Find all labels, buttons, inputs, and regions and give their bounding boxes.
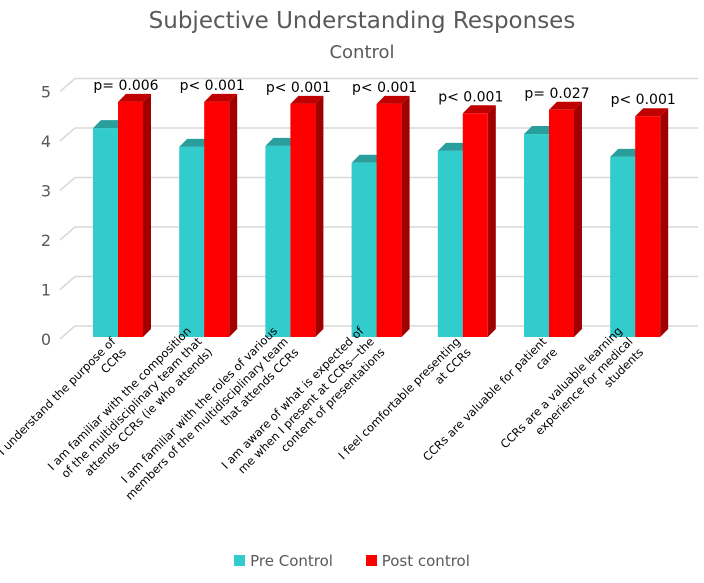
bar-top-post-5 xyxy=(549,101,582,110)
bar-side-post-0 xyxy=(143,93,151,337)
bar-top-post-1 xyxy=(204,93,238,102)
bar-post-3 xyxy=(376,103,402,337)
bar-top-post-4 xyxy=(462,105,496,114)
bar-pre-2 xyxy=(265,145,291,337)
legend-item-pre: Pre Control xyxy=(234,552,333,570)
legend-label-post: Post control xyxy=(381,552,470,570)
bar-pre-6 xyxy=(610,156,636,337)
gridline-side-3 xyxy=(59,176,76,192)
p-value-label: p< 0.001 xyxy=(352,80,417,96)
y-tick-label: 2 xyxy=(41,231,51,250)
p-value-label: p= 0.006 xyxy=(93,78,158,94)
bar-side-post-3 xyxy=(401,95,410,337)
y-tick-label: 3 xyxy=(41,182,51,201)
bar-top-post-6 xyxy=(635,108,669,117)
bar-top-post-0 xyxy=(118,93,151,102)
bar-post-0 xyxy=(118,101,143,337)
bar-post-2 xyxy=(290,103,316,337)
bar-side-post-5 xyxy=(574,101,582,337)
legend-swatch-pre xyxy=(234,555,246,566)
bar-top-pre-6 xyxy=(610,148,644,157)
chart-subtitle: Control xyxy=(329,42,395,63)
bar-side-post-2 xyxy=(315,95,324,337)
bar-pre-5 xyxy=(524,134,549,337)
bar-top-pre-1 xyxy=(179,138,213,147)
bar-top-pre-2 xyxy=(265,137,299,146)
gridline-side-0 xyxy=(59,325,76,340)
bar-pre-1 xyxy=(179,146,205,337)
bar-post-5 xyxy=(549,109,574,337)
y-tick-label: 0 xyxy=(41,330,51,349)
x-tick-label-line: of the multidisciplinary team that xyxy=(58,334,205,481)
bar-top-pre-0 xyxy=(93,120,126,129)
bar-top-post-3 xyxy=(376,95,410,104)
p-value-label: p< 0.001 xyxy=(438,89,503,105)
y-tick-label: 1 xyxy=(41,281,51,300)
p-value-label: p< 0.001 xyxy=(611,92,676,108)
bar-side-post-1 xyxy=(229,93,238,337)
y-tick-label: 4 xyxy=(41,132,51,151)
bar-side-post-6 xyxy=(660,108,669,337)
bar-post-4 xyxy=(462,113,488,337)
bar-top-post-2 xyxy=(290,95,324,104)
p-value-label: p< 0.001 xyxy=(180,78,245,94)
bar-top-pre-3 xyxy=(351,154,385,163)
bar-post-6 xyxy=(635,116,661,337)
legend-item-post: Post control xyxy=(365,552,470,570)
gridline-side-4 xyxy=(59,127,76,142)
chart-title: Subjective Understanding Responses xyxy=(148,8,576,34)
legend-label-pre: Pre Control xyxy=(250,552,333,570)
legend: Pre Control Post control xyxy=(0,552,704,570)
gridline-side-5 xyxy=(59,77,76,93)
bar-post-1 xyxy=(204,101,230,337)
gridline-side-1 xyxy=(59,275,76,291)
gridline-side-2 xyxy=(59,226,76,241)
bar-side-post-4 xyxy=(487,105,496,337)
p-value-label: p= 0.027 xyxy=(524,86,589,102)
bar-pre-3 xyxy=(351,162,377,337)
x-tick-label-line: CCRs are a valuable learning xyxy=(498,324,625,451)
legend-swatch-post xyxy=(365,555,377,566)
bar-pre-0 xyxy=(93,128,118,337)
bar-top-pre-5 xyxy=(524,126,557,135)
y-tick-label: 5 xyxy=(41,83,51,102)
bar-pre-4 xyxy=(437,150,463,337)
bar-top-pre-4 xyxy=(437,142,471,151)
p-value-label: p< 0.001 xyxy=(266,80,331,96)
